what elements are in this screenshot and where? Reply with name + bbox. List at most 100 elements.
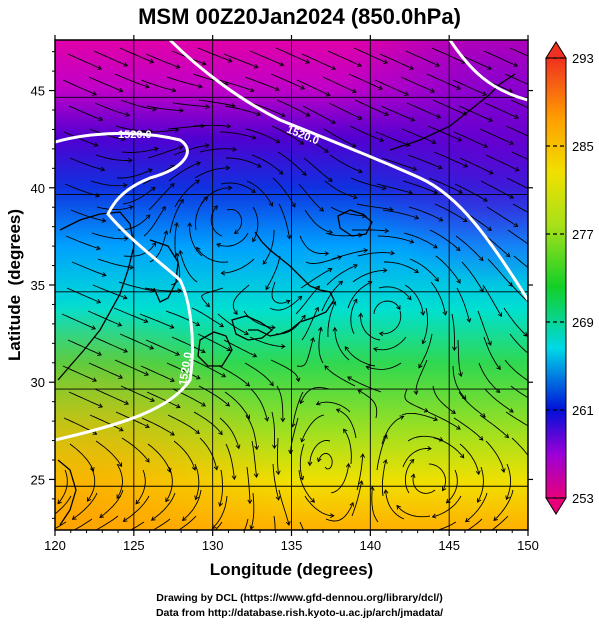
streamline: [336, 408, 357, 439]
streamline: [479, 128, 514, 145]
streamline-arrow: [147, 168, 153, 174]
streamline: [350, 177, 386, 190]
colorbar-max-arrow: [545, 41, 567, 59]
streamline: [298, 183, 324, 212]
streamline: [271, 125, 304, 145]
streamline: [141, 129, 179, 133]
streamline-arrow: [482, 91, 487, 96]
streamline-arrow: [125, 112, 131, 117]
streamline-arrow: [535, 138, 539, 142]
streamline: [221, 258, 255, 274]
streamline: [144, 287, 182, 292]
streamline-arrow: [233, 229, 239, 234]
streamline-arrow: [324, 365, 329, 370]
streamline: [246, 180, 273, 207]
x-tick-label: 120: [44, 538, 66, 553]
streamline-arrow: [249, 87, 255, 93]
streamline-arrow: [390, 250, 395, 256]
streamline: [210, 205, 223, 237]
streamline-arrow: [495, 388, 501, 393]
streamline-arrow: [532, 356, 536, 360]
streamline-arrow: [357, 389, 363, 395]
streamline: [334, 327, 350, 361]
streamline-arrow: [338, 280, 344, 286]
streamline-arrow: [252, 237, 257, 243]
streamline: [223, 53, 258, 68]
streamline-arrow: [144, 371, 149, 376]
streamline: [381, 459, 387, 497]
map-title: MSM 00Z20Jan2024 (850.0hPa): [138, 4, 461, 29]
streamline: [429, 229, 461, 251]
streamline-arrow: [272, 444, 277, 450]
streamline-arrow: [244, 330, 249, 336]
streamline-arrow: [505, 495, 510, 501]
streamline-arrow: [256, 163, 262, 168]
streamline-arrow: [382, 459, 388, 464]
streamline: [403, 232, 438, 249]
streamline-arrow: [98, 116, 104, 122]
streamline-arrow: [90, 467, 95, 472]
streamline-arrow: [268, 201, 274, 207]
streamline-arrow: [533, 428, 537, 432]
streamline-arrow: [541, 164, 545, 168]
streamline-arrow: [331, 119, 336, 124]
streamline-arrow: [514, 114, 520, 119]
streamline-arrow: [456, 85, 461, 90]
streamline: [68, 391, 103, 408]
streamline: [366, 362, 402, 370]
streamline-arrow: [120, 136, 126, 142]
streamline-arrow: [205, 302, 211, 308]
streamline: [356, 203, 393, 211]
streamline-arrow: [299, 140, 305, 145]
streamline: [88, 76, 123, 92]
streamline-arrow: [280, 112, 286, 118]
streamline-arrow: [452, 346, 457, 352]
streamline-arrow: [226, 346, 232, 352]
streamline: [195, 196, 208, 231]
streamline: [505, 463, 511, 500]
streamline: [224, 391, 250, 419]
streamline-arrow: [488, 117, 493, 122]
streamline: [326, 264, 358, 286]
streamline-arrow: [285, 520, 291, 526]
streamline: [277, 151, 307, 176]
y-tick-label: 40: [31, 181, 45, 196]
streamline-arrow: [275, 138, 281, 144]
streamline: [63, 131, 98, 147]
streamline-arrow: [100, 166, 106, 172]
streamline: [224, 105, 261, 116]
streamline: [194, 463, 200, 500]
streamline-arrow: [278, 169, 284, 175]
streamline-arrow: [173, 221, 179, 227]
streamline-arrow: [504, 433, 510, 439]
streamline-arrow: [347, 376, 352, 381]
streamline: [325, 502, 354, 522]
colorbar-scale: [545, 57, 567, 499]
streamline: [318, 327, 324, 364]
streamline: [226, 208, 243, 234]
streamline: [289, 417, 299, 454]
streamline-arrow: [267, 547, 271, 551]
streamline: [121, 147, 159, 153]
streamline: [433, 151, 468, 168]
y-tick-label: 30: [31, 375, 45, 390]
streamline: [422, 307, 428, 344]
streamline-arrow: [464, 517, 470, 523]
streamline-arrow: [195, 179, 200, 185]
streamline: [507, 229, 528, 245]
streamline-arrow: [335, 408, 341, 413]
streamline: [304, 209, 333, 234]
streamline: [375, 131, 410, 147]
credits: Drawing by DCL (https://www.gfd-dennou.o…: [0, 591, 599, 621]
streamline-arrow: [459, 453, 465, 459]
streamline-arrow: [150, 397, 155, 402]
streamline-arrow: [150, 186, 156, 192]
streamline: [384, 261, 419, 273]
streamline-arrow: [458, 372, 463, 378]
streamline: [382, 209, 419, 219]
streamline: [510, 385, 528, 399]
streamline-arrow: [442, 311, 448, 316]
streamline: [89, 414, 124, 432]
streamline: [331, 249, 368, 260]
streamline: [168, 162, 201, 182]
